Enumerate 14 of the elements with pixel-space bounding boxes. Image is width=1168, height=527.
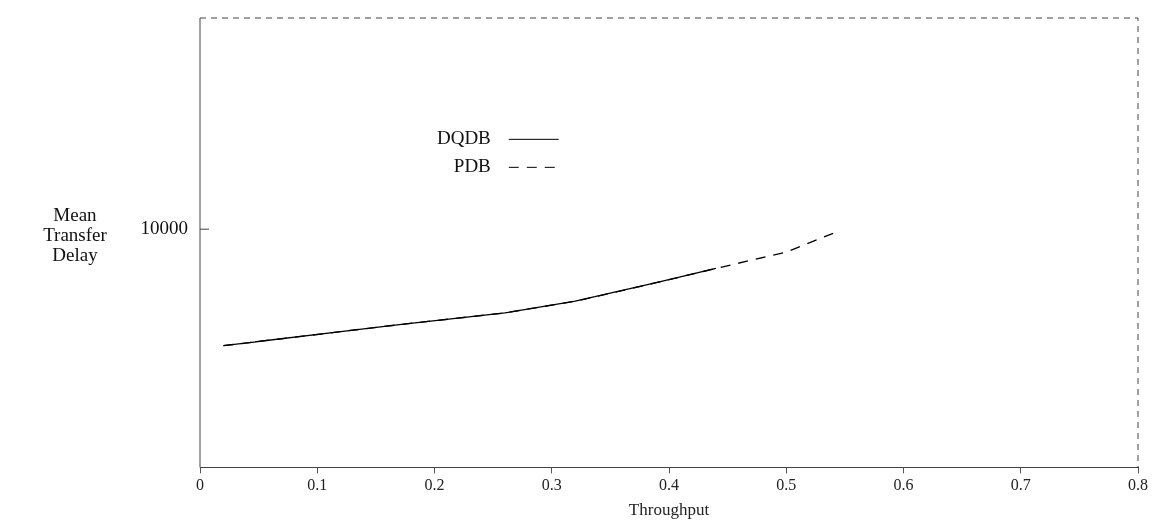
x-axis-title: Throughput [628, 500, 710, 520]
text: 10000 [140, 217, 188, 239]
x-tick-label: 0.8 [1128, 476, 1148, 494]
y-axis-title: Mean Transfer Delay [42, 204, 108, 265]
legend-label: DQDB [436, 127, 491, 149]
x-tick-label: 0.3 [541, 476, 562, 494]
legend-label: PDB [453, 155, 491, 177]
x-tick-label: 0.2 [424, 476, 445, 494]
x-tick-label: 0.4 [659, 476, 679, 494]
x-tick-label: 0.5 [776, 476, 797, 494]
x-tick-label: 0.7 [1010, 476, 1031, 494]
x-tick-label: 0 [196, 476, 204, 494]
x-tick-label: 0.6 [893, 476, 914, 494]
x-tick-label: 0.1 [307, 476, 328, 494]
